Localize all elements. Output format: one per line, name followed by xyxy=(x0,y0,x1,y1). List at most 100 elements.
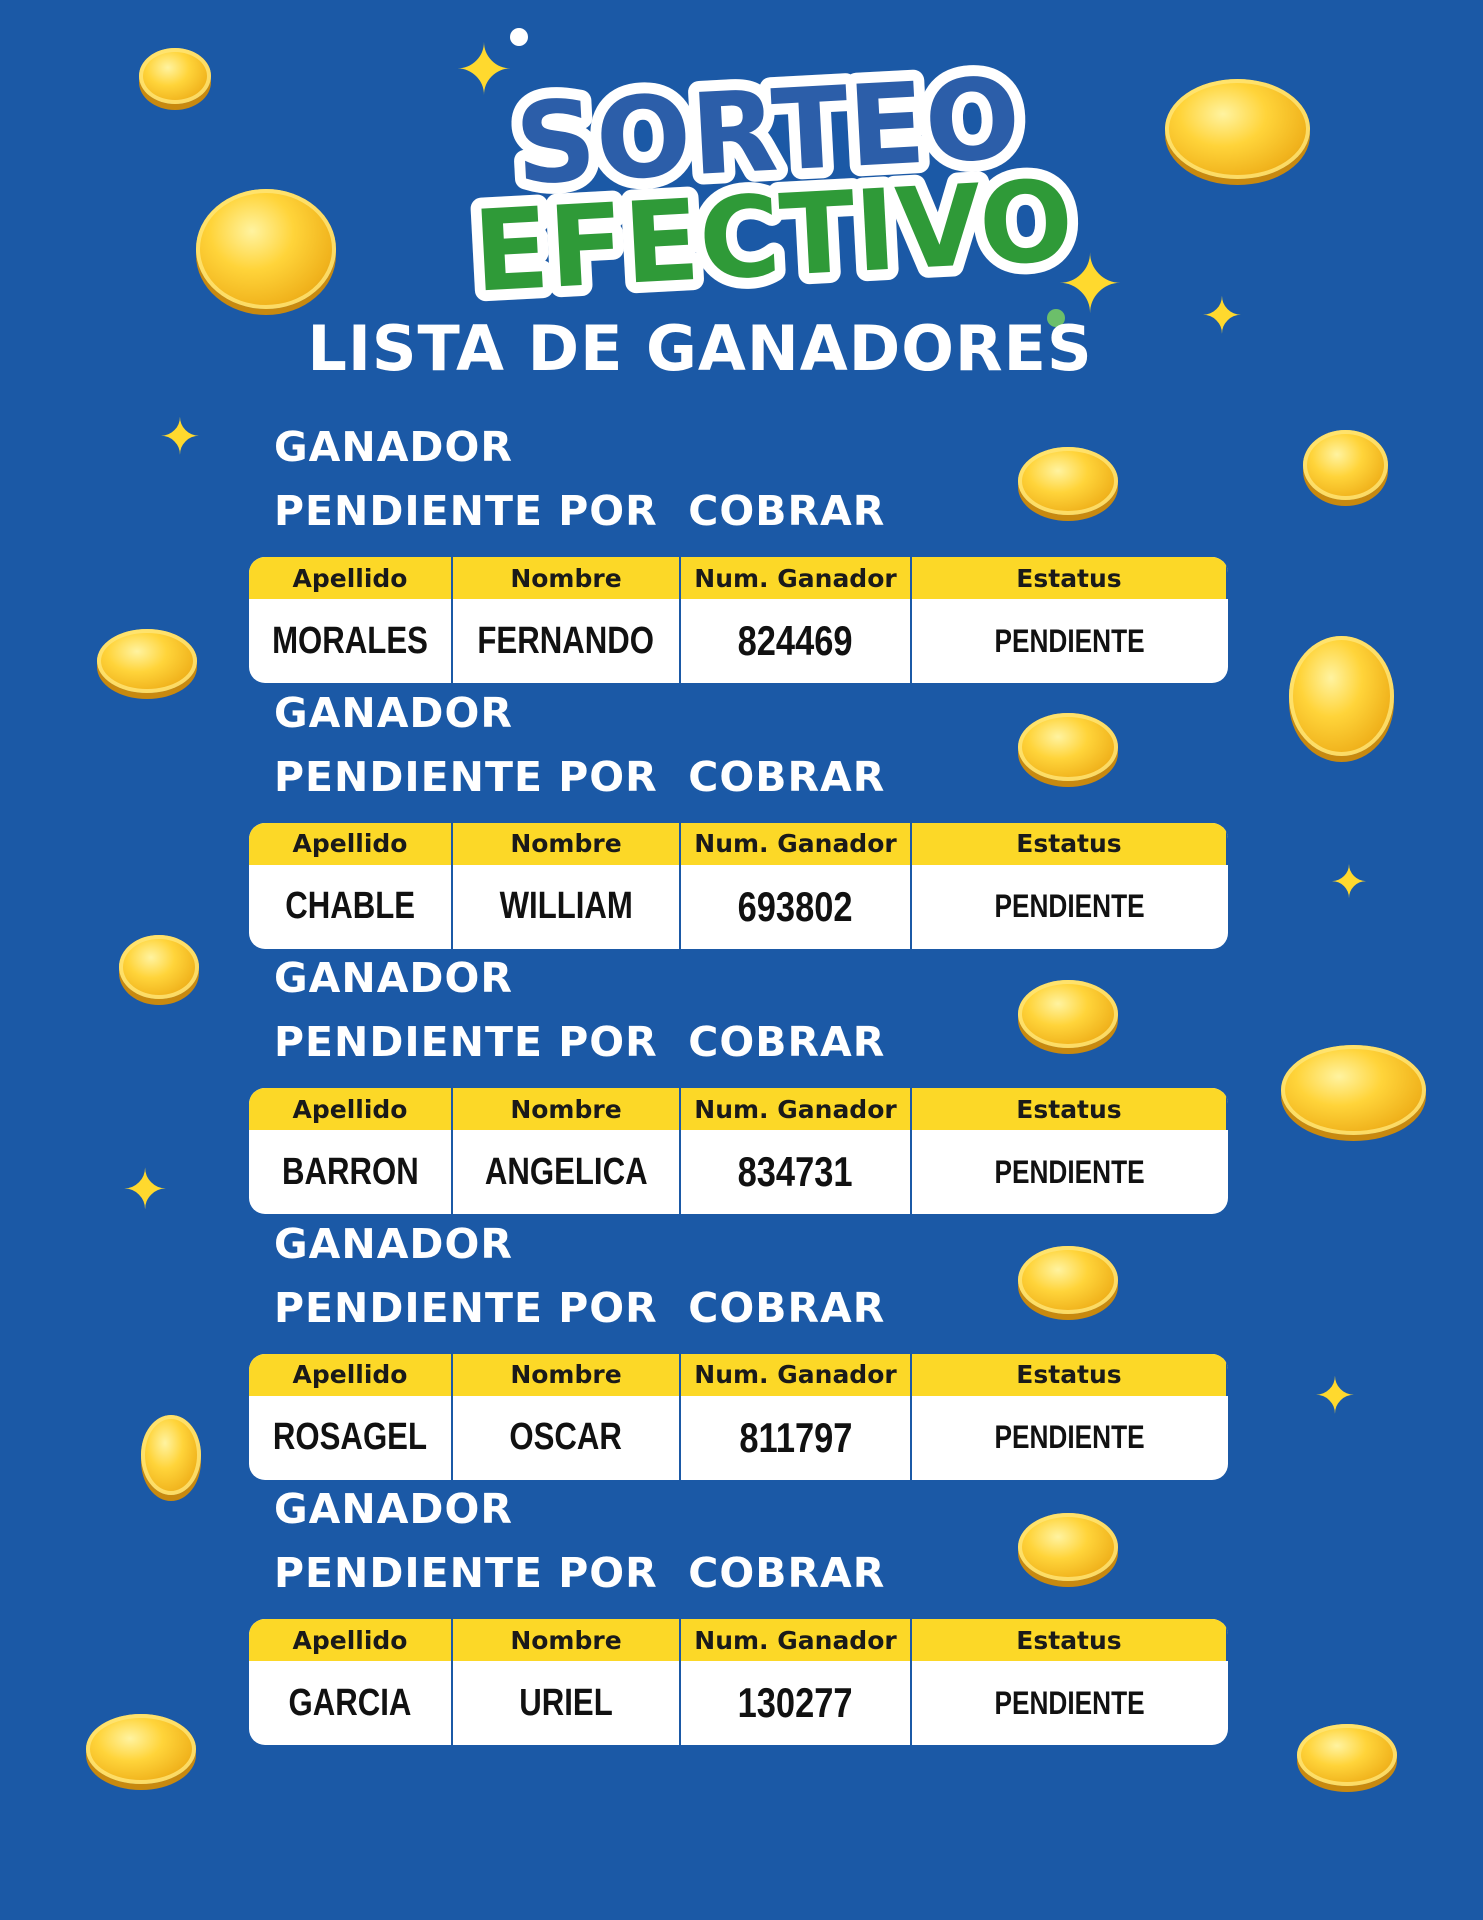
sparkle-icon: ✦ xyxy=(1201,287,1243,345)
section-heading-pendiente: PENDIENTE POR COBRAR xyxy=(274,1549,886,1597)
status-cell-text: PENDIENTE xyxy=(994,888,1146,924)
name-cell: FERNANDO xyxy=(453,599,681,683)
table-header: Apellido xyxy=(249,1353,453,1396)
winner-number-cell-text: 824469 xyxy=(738,617,853,664)
section-heading-ganador: GANADOR xyxy=(274,954,513,1002)
dot-icon xyxy=(510,28,528,46)
table-header: Nombre xyxy=(453,1088,681,1130)
sparkle-icon: ✦ xyxy=(1056,238,1124,331)
name-cell-text: URIEL xyxy=(519,1681,613,1724)
winner-section: GANADOR PENDIENTE POR COBRAR Apellido Nom… xyxy=(249,688,1228,951)
table-header: Apellido xyxy=(249,1088,453,1130)
coin-icon xyxy=(141,1415,201,1495)
coin-icon xyxy=(97,629,197,693)
winner-number-cell: 130277 xyxy=(681,1661,912,1745)
coin-icon xyxy=(1018,713,1118,781)
coin-icon xyxy=(1018,980,1118,1048)
section-heading-pendiente: PENDIENTE POR COBRAR xyxy=(274,487,886,535)
winner-table: Apellido Nombre Num. Ganador Estatus GARCIA U… xyxy=(249,1619,1228,1745)
table-header: Estatus xyxy=(912,1353,1228,1396)
sparkle-icon: ✦ xyxy=(1330,855,1368,909)
coin-icon xyxy=(1280,1045,1426,1135)
table-header: Estatus xyxy=(912,1619,1228,1661)
table-header: Estatus xyxy=(912,822,1228,865)
winner-number-cell-text: 693802 xyxy=(738,882,853,930)
winner-table: Apellido Nombre Num. Ganador Estatus ROSAGEL… xyxy=(249,1353,1228,1480)
coin-icon xyxy=(1297,1724,1397,1786)
section-heading-ganador: GANADOR xyxy=(274,423,513,471)
status-cell: PENDIENTE xyxy=(912,599,1228,683)
name-cell: OSCAR xyxy=(453,1395,681,1480)
winner-number-cell: 834731 xyxy=(681,1130,912,1214)
winner-section: GANADOR PENDIENTE POR COBRAR Apellido Nom… xyxy=(249,954,1228,1216)
name-cell: ANGELICA xyxy=(453,1130,681,1214)
table-header: Apellido xyxy=(249,822,453,865)
name-cell-text: OSCAR xyxy=(509,1416,623,1458)
surname-cell-text: GARCIA xyxy=(288,1681,412,1724)
section-heading-pendiente: PENDIENTE POR COBRAR xyxy=(274,752,886,801)
winner-table: Apellido Nombre Num. Ganador Estatus MORALES… xyxy=(249,557,1228,683)
surname-cell: GARCIA xyxy=(249,1661,453,1745)
status-cell: PENDIENTE xyxy=(912,1130,1228,1214)
sparkle-icon: ✦ xyxy=(1314,1367,1356,1425)
surname-cell: MORALES xyxy=(249,599,453,683)
surname-cell-text: ROSAGEL xyxy=(272,1416,428,1458)
table-header: Estatus xyxy=(912,1088,1228,1130)
coin-icon xyxy=(1302,430,1388,500)
coin-icon xyxy=(119,935,199,999)
winner-section: GANADOR PENDIENTE POR COBRAR Apellido Nom… xyxy=(249,1485,1228,1747)
table-header: Num. Ganador xyxy=(681,1619,912,1661)
status-cell: PENDIENTE xyxy=(912,1661,1228,1745)
coin-icon xyxy=(139,48,211,104)
status-cell-text: PENDIENTE xyxy=(994,1153,1146,1190)
table-header: Nombre xyxy=(453,1619,681,1661)
surname-cell-text: BARRON xyxy=(281,1150,419,1193)
name-cell-text: WILLIAM xyxy=(499,885,633,927)
winner-number-cell-text: 834731 xyxy=(738,1148,853,1195)
coin-icon xyxy=(1018,1513,1118,1581)
table-header: Apellido xyxy=(249,1619,453,1661)
table-header: Num. Ganador xyxy=(681,1088,912,1130)
status-cell-text: PENDIENTE xyxy=(994,1419,1146,1455)
sparkle-icon: ✦ xyxy=(159,408,201,466)
status-cell-text: PENDIENTE xyxy=(994,622,1146,659)
surname-cell-text: MORALES xyxy=(272,619,428,662)
name-cell-text: ANGELICA xyxy=(484,1150,648,1193)
section-heading-pendiente: PENDIENTE POR COBRAR xyxy=(274,1283,886,1332)
surname-cell: ROSAGEL xyxy=(249,1395,453,1480)
dot-icon xyxy=(1047,309,1065,327)
table-header: Num. Ganador xyxy=(681,822,912,865)
section-heading-ganador: GANADOR xyxy=(274,1485,513,1533)
surname-cell-text: CHABLE xyxy=(285,885,415,927)
coin-icon xyxy=(1018,447,1118,515)
coin-icon xyxy=(1288,636,1394,756)
coin-icon xyxy=(1164,79,1310,179)
coin-icon xyxy=(196,189,336,309)
winner-number-cell-text: 130277 xyxy=(738,1679,853,1726)
section-heading-ganador: GANADOR xyxy=(274,688,513,737)
sparkle-icon: ✦ xyxy=(454,29,514,111)
winner-section: GANADOR PENDIENTE POR COBRAR Apellido Nom… xyxy=(249,1219,1228,1482)
page-title: LISTA DE GANADORES xyxy=(307,312,1093,385)
name-cell: WILLIAM xyxy=(453,864,681,949)
winner-number-cell: 693802 xyxy=(681,864,912,949)
table-header: Num. Ganador xyxy=(681,1353,912,1396)
winner-table: Apellido Nombre Num. Ganador Estatus CHABLE W… xyxy=(249,822,1228,949)
coin-icon xyxy=(1018,1246,1118,1314)
table-header: Nombre xyxy=(453,822,681,865)
winner-number-cell: 811797 xyxy=(681,1395,912,1480)
winner-section: GANADOR PENDIENTE POR COBRAR Apellido Nom… xyxy=(249,423,1228,685)
status-cell: PENDIENTE xyxy=(912,1396,1228,1480)
name-cell-text: FERNANDO xyxy=(477,619,655,662)
surname-cell: CHABLE xyxy=(249,864,453,949)
table-header: Nombre xyxy=(453,557,681,599)
sparkle-icon: ✦ xyxy=(121,1157,169,1222)
logo-line2: EFECTIVO xyxy=(470,156,1076,317)
section-heading-pendiente: PENDIENTE POR COBRAR xyxy=(274,1018,886,1066)
table-header: Nombre xyxy=(453,1353,681,1396)
name-cell: URIEL xyxy=(453,1661,681,1745)
winner-number-cell: 824469 xyxy=(681,599,912,683)
table-header: Num. Ganador xyxy=(681,557,912,599)
status-cell-text: PENDIENTE xyxy=(994,1684,1146,1721)
section-heading-ganador: GANADOR xyxy=(274,1219,513,1268)
